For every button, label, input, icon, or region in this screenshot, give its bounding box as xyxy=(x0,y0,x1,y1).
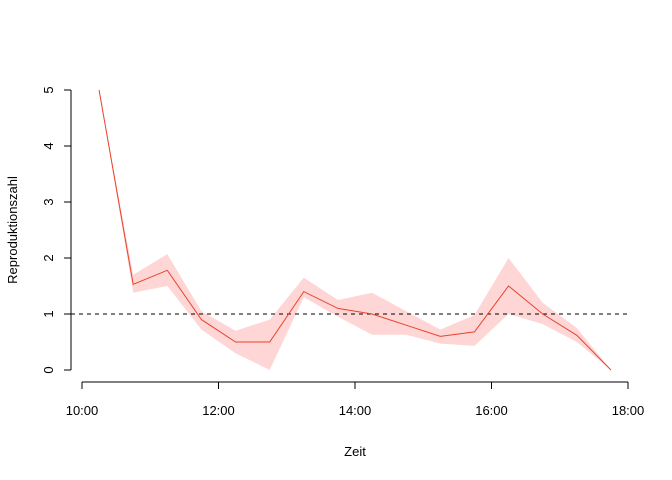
y-tick-label: 3 xyxy=(41,198,56,205)
x-tick-label: 12:00 xyxy=(202,403,235,418)
x-tick-label: 14:00 xyxy=(339,403,372,418)
y-tick-label: 0 xyxy=(41,366,56,373)
x-tick-label: 10:00 xyxy=(66,403,99,418)
x-tick-label: 18:00 xyxy=(612,403,645,418)
x-tick-label: 16:00 xyxy=(475,403,508,418)
series-lines xyxy=(98,89,612,371)
series-line xyxy=(98,89,612,371)
y-axis-title: Reproduktionszahl xyxy=(5,176,20,284)
confidence-band xyxy=(99,90,611,370)
axes xyxy=(70,90,628,383)
y-tick-label: 2 xyxy=(41,254,56,261)
y-tick-label: 1 xyxy=(41,310,56,317)
confidence-bands xyxy=(99,90,611,370)
y-ticks: 0 1 2 3 4 5 xyxy=(41,86,71,374)
x-axis-title: Zeit xyxy=(344,444,366,459)
x-ticks: 10:00 12:00 14:00 16:00 18:00 xyxy=(66,382,645,418)
y-tick-label: 5 xyxy=(41,86,56,93)
y-tick-label: 4 xyxy=(41,142,56,149)
